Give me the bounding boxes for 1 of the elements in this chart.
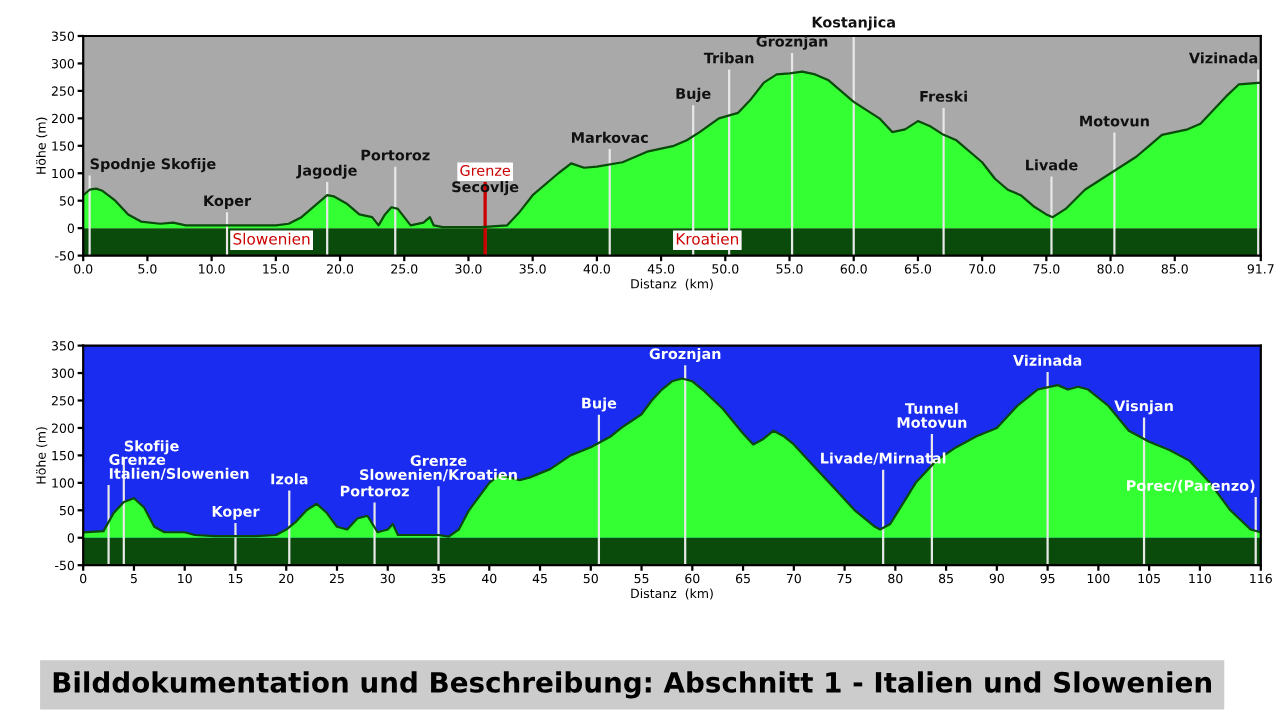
text: Bilddokumentation und Beschreibung: Abschnitt 1 - Italien und Slowenien (53, 671, 1211, 699)
